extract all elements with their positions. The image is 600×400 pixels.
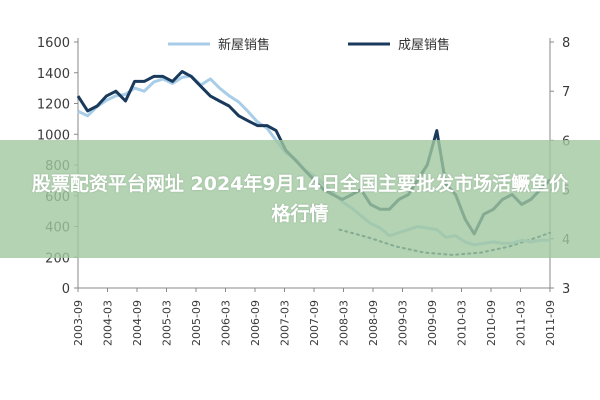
x-tick-label: 2010-03 — [456, 300, 469, 346]
y-left-tick-label: 1200 — [37, 98, 70, 113]
x-tick-label: 2005-09 — [190, 300, 203, 346]
legend-label-existing-home-sales: 成屋销售 — [398, 37, 450, 53]
y-right-tick-label: 8 — [562, 36, 570, 51]
x-tick-label: 2003-09 — [72, 300, 85, 346]
legend-label-new-home-sales: 新屋销售 — [218, 37, 270, 53]
x-tick-label: 2007-03 — [279, 300, 292, 346]
y-left-tick-label: 1000 — [37, 128, 70, 143]
y-right-tick-label: 7 — [562, 85, 570, 100]
x-tick-label: 2011-03 — [515, 300, 528, 346]
x-tick-label: 2011-09 — [544, 300, 557, 346]
x-tick-label: 2004-03 — [102, 300, 115, 346]
overlay-banner: 股票配资平台网址 2024年9月14日全国主要批发市场活鳜鱼价格行情 — [0, 140, 600, 258]
x-tick-label: 2008-03 — [338, 300, 351, 346]
x-tick-label: 2004-09 — [131, 300, 144, 346]
y-left-tick-label: 1600 — [37, 36, 70, 51]
y-left-tick-label: 1400 — [37, 67, 70, 82]
x-tick-label: 2007-09 — [308, 300, 321, 346]
overlay-title: 股票配资平台网址 2024年9月14日全国主要批发市场活鳜鱼价格行情 — [31, 173, 569, 225]
x-tick-label: 2006-09 — [249, 300, 262, 346]
x-tick-label: 2005-03 — [161, 300, 174, 346]
y-left-tick-label: 0 — [62, 282, 70, 297]
x-tick-label: 2006-03 — [220, 300, 233, 346]
x-tick-label: 2009-03 — [397, 300, 410, 346]
x-tick-label: 2009-09 — [426, 300, 439, 346]
x-tick-label: 2010-09 — [485, 300, 498, 346]
x-tick-label: 2008-09 — [367, 300, 380, 346]
y-right-tick-label: 3 — [562, 282, 570, 297]
